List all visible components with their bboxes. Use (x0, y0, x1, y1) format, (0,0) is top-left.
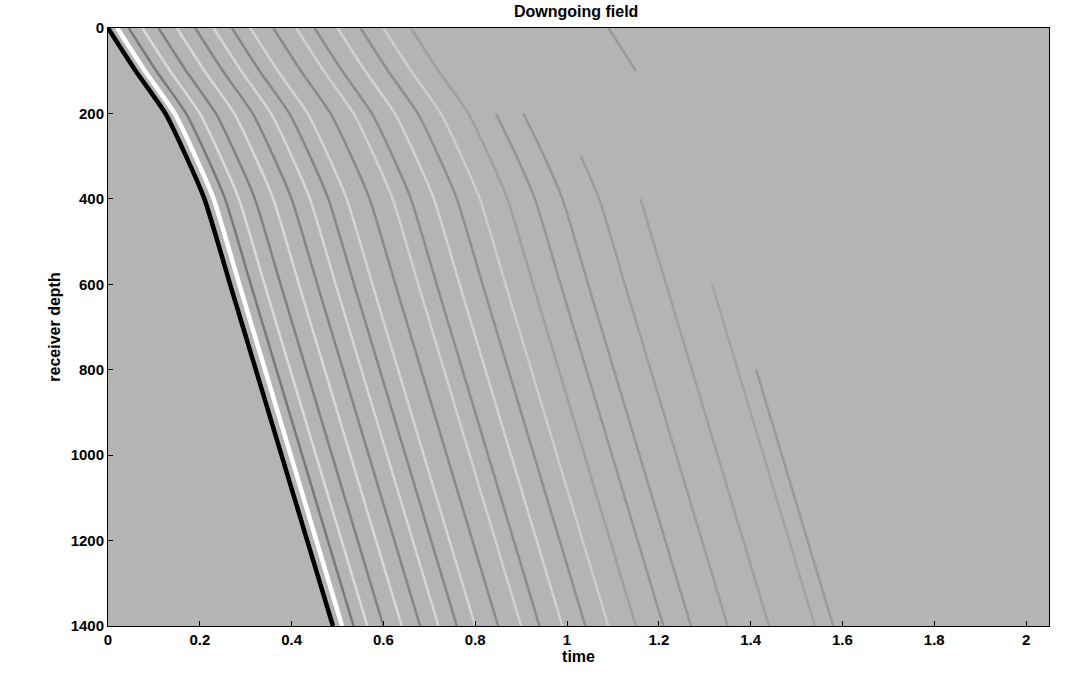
svg-text:0.2: 0.2 (189, 631, 210, 648)
svg-text:400: 400 (79, 190, 104, 207)
svg-text:0.8: 0.8 (465, 631, 486, 648)
svg-text:1.2: 1.2 (648, 631, 669, 648)
svg-text:0: 0 (104, 631, 112, 648)
svg-text:1.6: 1.6 (832, 631, 853, 648)
svg-text:time: time (562, 648, 595, 665)
svg-text:2: 2 (1022, 631, 1030, 648)
svg-text:receiver depth: receiver depth (46, 272, 63, 381)
svg-text:0.4: 0.4 (281, 631, 303, 648)
svg-text:1400: 1400 (71, 617, 104, 634)
svg-text:600: 600 (79, 276, 104, 293)
svg-text:200: 200 (79, 105, 104, 122)
svg-text:1: 1 (563, 631, 571, 648)
svg-text:1200: 1200 (71, 532, 104, 549)
svg-text:1.8: 1.8 (924, 631, 945, 648)
svg-text:1.4: 1.4 (740, 631, 762, 648)
svg-text:1000: 1000 (71, 446, 104, 463)
svg-text:800: 800 (79, 361, 104, 378)
svg-text:Downgoing field: Downgoing field (514, 3, 638, 20)
svg-text:0.6: 0.6 (373, 631, 394, 648)
svg-text:0: 0 (96, 19, 104, 36)
